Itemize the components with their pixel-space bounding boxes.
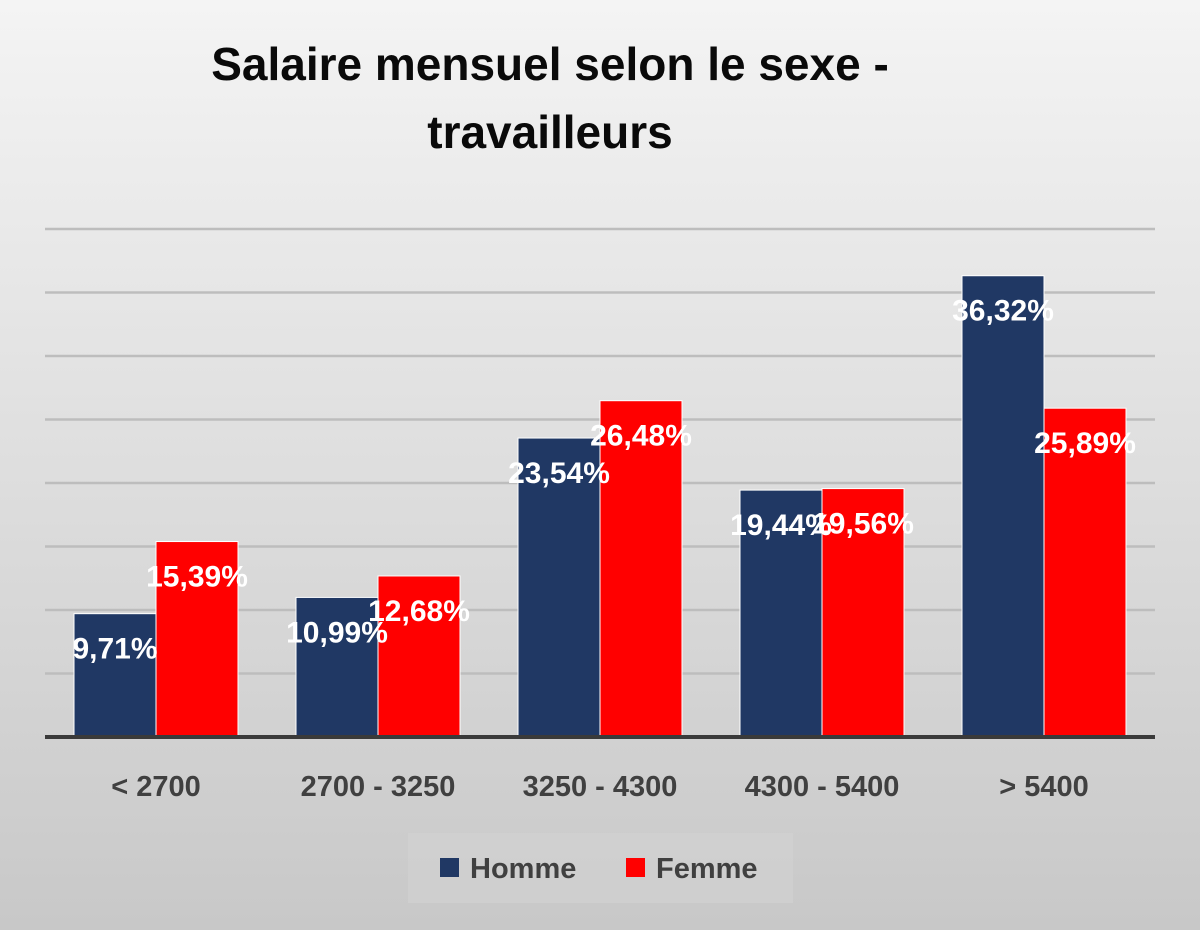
bar-homme-5 xyxy=(961,275,1045,738)
x-tick-label: < 2700 xyxy=(111,771,201,803)
data-label-homme-5: 36,32% xyxy=(952,295,1054,328)
bar-homme-4 xyxy=(739,489,823,738)
chart-title-line-1: Salaire mensuel selon le sexe - xyxy=(211,38,889,90)
bar-homme-2 xyxy=(295,596,379,738)
x-tick-label: 3250 - 4300 xyxy=(523,771,678,803)
data-label-homme-1: 9,71% xyxy=(72,633,157,666)
chart-title-line-2: travailleurs xyxy=(427,106,672,158)
data-label-homme-2: 10,99% xyxy=(286,616,388,649)
data-label-femme-4: 19,56% xyxy=(812,508,914,541)
legend-box xyxy=(408,833,793,903)
legend-label-femme: Femme xyxy=(656,853,758,885)
x-tick-label: 2700 - 3250 xyxy=(301,771,456,803)
data-label-femme-3: 26,48% xyxy=(590,420,692,453)
bar-homme-1 xyxy=(73,613,157,738)
data-label-homme-4: 19,44% xyxy=(730,509,832,542)
bars xyxy=(73,275,1127,738)
x-tick-label: 4300 - 5400 xyxy=(745,771,900,803)
data-label-femme-5: 25,89% xyxy=(1034,427,1136,460)
data-labels: 9,71% 15,39% 10,99%12,68% 23,54% 26,48% 19,44… xyxy=(72,295,1135,666)
bar-femme-4 xyxy=(821,488,905,738)
bar-femme-1 xyxy=(155,541,239,738)
bar-femme-3 xyxy=(599,400,683,738)
data-label-femme-2: 12,68% xyxy=(368,595,470,628)
legend-swatch-homme xyxy=(440,858,459,877)
data-label-femme-1: 15,39% xyxy=(146,561,248,594)
legend-swatch-femme xyxy=(626,858,645,877)
legend: Homme Femme xyxy=(408,833,793,903)
x-tick-label: > 5400 xyxy=(999,771,1089,803)
bar-femme-2 xyxy=(377,575,461,738)
legend-label-homme: Homme xyxy=(470,853,576,885)
data-label-homme-3: 23,54% xyxy=(508,457,610,490)
x-axis: < 2700 2700 - 3250 3250 - 4300 4300 - 5400 >… xyxy=(45,735,1155,803)
